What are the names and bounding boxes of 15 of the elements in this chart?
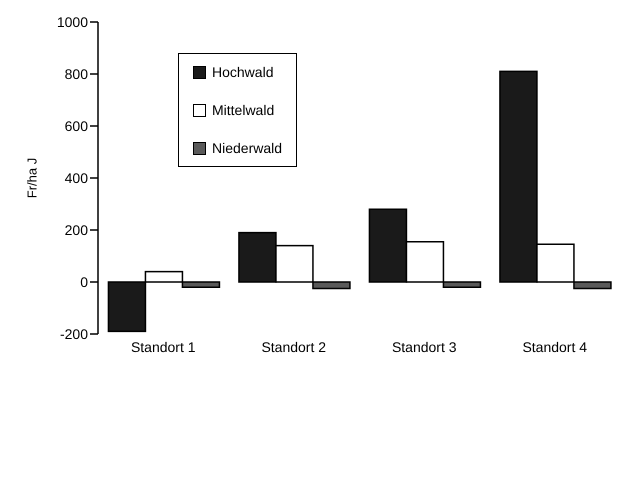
y-tick-label: 800 xyxy=(64,66,88,82)
legend-label: Mittelwald xyxy=(212,102,274,118)
y-tick-label: 1000 xyxy=(56,14,88,30)
x-tick-label: Standort 2 xyxy=(261,338,326,355)
y-tick-label: 400 xyxy=(64,170,88,186)
x-tick-label: Standort 1 xyxy=(130,338,196,355)
legend-label: Niederwald xyxy=(212,140,282,156)
legend-label: Hochwald xyxy=(212,64,274,80)
y-tick-label: 600 xyxy=(64,118,88,134)
y-axis-title: Fr/ha J xyxy=(24,158,40,198)
y-tick-label: 0 xyxy=(80,274,88,290)
y-tick-label: -200 xyxy=(60,326,88,342)
x-tick-label: Standort 3 xyxy=(392,338,457,355)
y-tick-label: 200 xyxy=(64,222,88,238)
x-tick-label: Standort 4 xyxy=(522,338,588,355)
